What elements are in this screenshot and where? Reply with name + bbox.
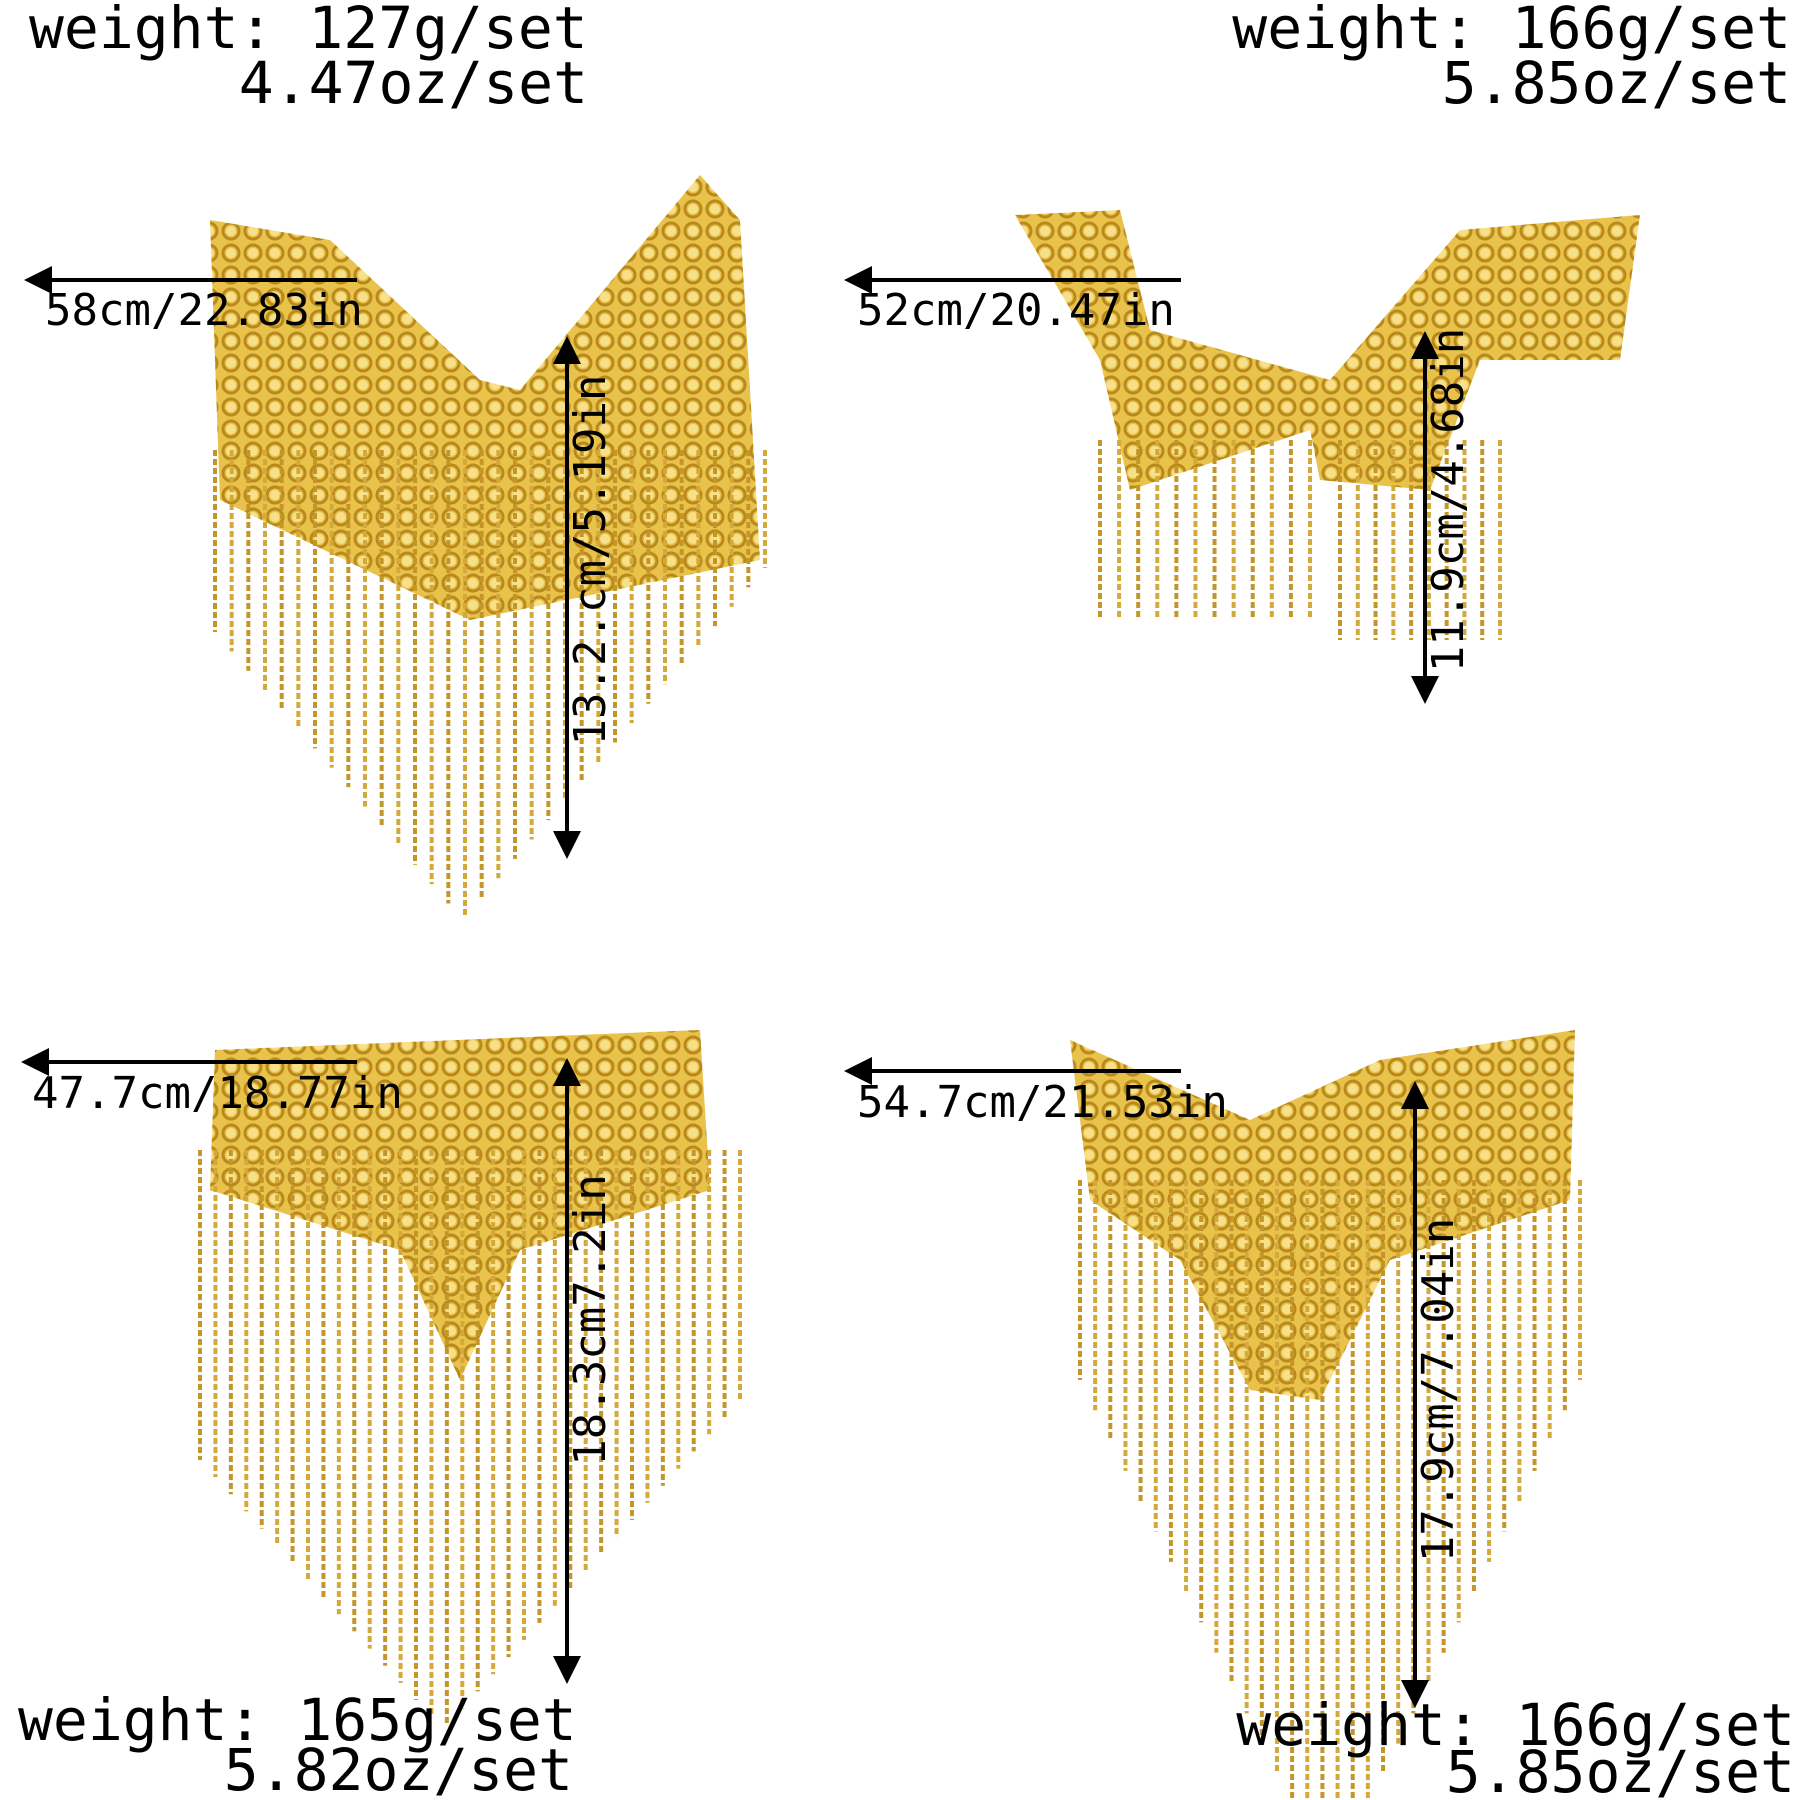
weight: weight: 165g/set [18, 1686, 577, 1754]
weight-oz: 5.85oz/set [1446, 1738, 1795, 1800]
width-label: 52cm/20.47in [857, 285, 1175, 336]
necklace-3 [210, 1030, 710, 1380]
weight-oz: 5.82oz/set [224, 1736, 573, 1800]
necklace-1 [210, 175, 760, 620]
necklace-4 [1070, 1030, 1575, 1400]
width-label: 54.7cm/21.53in [857, 1077, 1228, 1128]
weight: weight: 127g/set [29, 0, 588, 62]
height-label: 17.9cm/7.04in [1413, 1218, 1464, 1562]
weight: weight: 166g/set [1232, 0, 1791, 62]
height-label: 11.9cm/4.68in [1423, 328, 1474, 672]
height-label: 18.3cm7.2in [565, 1174, 616, 1465]
weight: weight: 166g/set [1236, 1691, 1795, 1759]
necklace-2 [1015, 210, 1640, 490]
height-label: 13.2.cm/5.19in [565, 375, 616, 746]
weight-oz: 5.85oz/set [1442, 49, 1791, 117]
width-label: 58cm/22.83in [45, 285, 363, 336]
dimension-arrows [21, 266, 1439, 1708]
weight-oz: 4.47oz/set [239, 49, 588, 117]
width-label: 47.7cm/18.77in [32, 1068, 403, 1119]
